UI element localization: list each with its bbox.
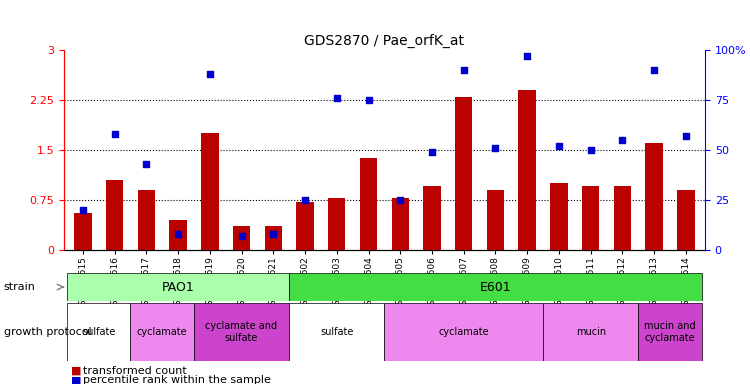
Bar [384, 303, 543, 361]
Bar [677, 190, 694, 250]
Bar [614, 186, 632, 250]
Bar [265, 226, 282, 250]
Text: E601: E601 [480, 281, 512, 293]
Bar [646, 143, 663, 250]
Bar [328, 198, 346, 250]
Point [521, 53, 533, 59]
Bar [232, 226, 250, 250]
Bar [170, 220, 187, 250]
Text: ■: ■ [71, 366, 82, 376]
Text: cyclamate and
sulfate: cyclamate and sulfate [206, 321, 278, 343]
Point [616, 137, 628, 143]
Point [76, 207, 88, 213]
Point [172, 230, 184, 237]
Point [553, 143, 565, 149]
Text: strain: strain [4, 282, 36, 292]
Bar [518, 90, 536, 250]
Point [140, 161, 152, 167]
Bar [392, 198, 409, 250]
Point [109, 131, 121, 137]
Bar [582, 186, 599, 250]
Text: mucin and
cyclamate: mucin and cyclamate [644, 321, 696, 343]
Bar [290, 273, 702, 301]
Text: PAO1: PAO1 [162, 281, 194, 293]
Point [331, 95, 343, 101]
Title: GDS2870 / Pae_orfK_at: GDS2870 / Pae_orfK_at [304, 33, 464, 48]
Point [426, 149, 438, 155]
Bar [130, 303, 194, 361]
Point [204, 71, 216, 77]
Bar [550, 183, 568, 250]
Point [394, 197, 406, 203]
Text: cyclamate: cyclamate [136, 327, 188, 337]
Point [680, 133, 692, 139]
Point [299, 197, 311, 203]
Bar [455, 96, 472, 250]
Bar [360, 158, 377, 250]
Text: ■: ■ [71, 375, 82, 384]
Bar [67, 303, 130, 361]
Bar [201, 133, 218, 250]
Point [458, 67, 470, 73]
Text: mucin: mucin [576, 327, 606, 337]
Bar [543, 303, 638, 361]
Bar [106, 180, 123, 250]
Point [490, 145, 502, 151]
Bar [290, 303, 384, 361]
Text: growth protocol: growth protocol [4, 327, 92, 337]
Bar [296, 202, 314, 250]
Bar [74, 213, 92, 250]
Bar [423, 186, 441, 250]
Point [585, 147, 597, 153]
Text: sulfate: sulfate [320, 327, 353, 337]
Text: transformed count: transformed count [82, 366, 186, 376]
Bar [194, 303, 290, 361]
Text: sulfate: sulfate [82, 327, 116, 337]
Bar [487, 190, 504, 250]
Text: percentile rank within the sample: percentile rank within the sample [82, 375, 270, 384]
Point [236, 233, 248, 239]
Bar [638, 303, 702, 361]
Text: cyclamate: cyclamate [439, 327, 489, 337]
Bar [67, 273, 290, 301]
Point [362, 97, 374, 103]
Point [267, 230, 279, 237]
Point [648, 67, 660, 73]
Bar [137, 190, 155, 250]
